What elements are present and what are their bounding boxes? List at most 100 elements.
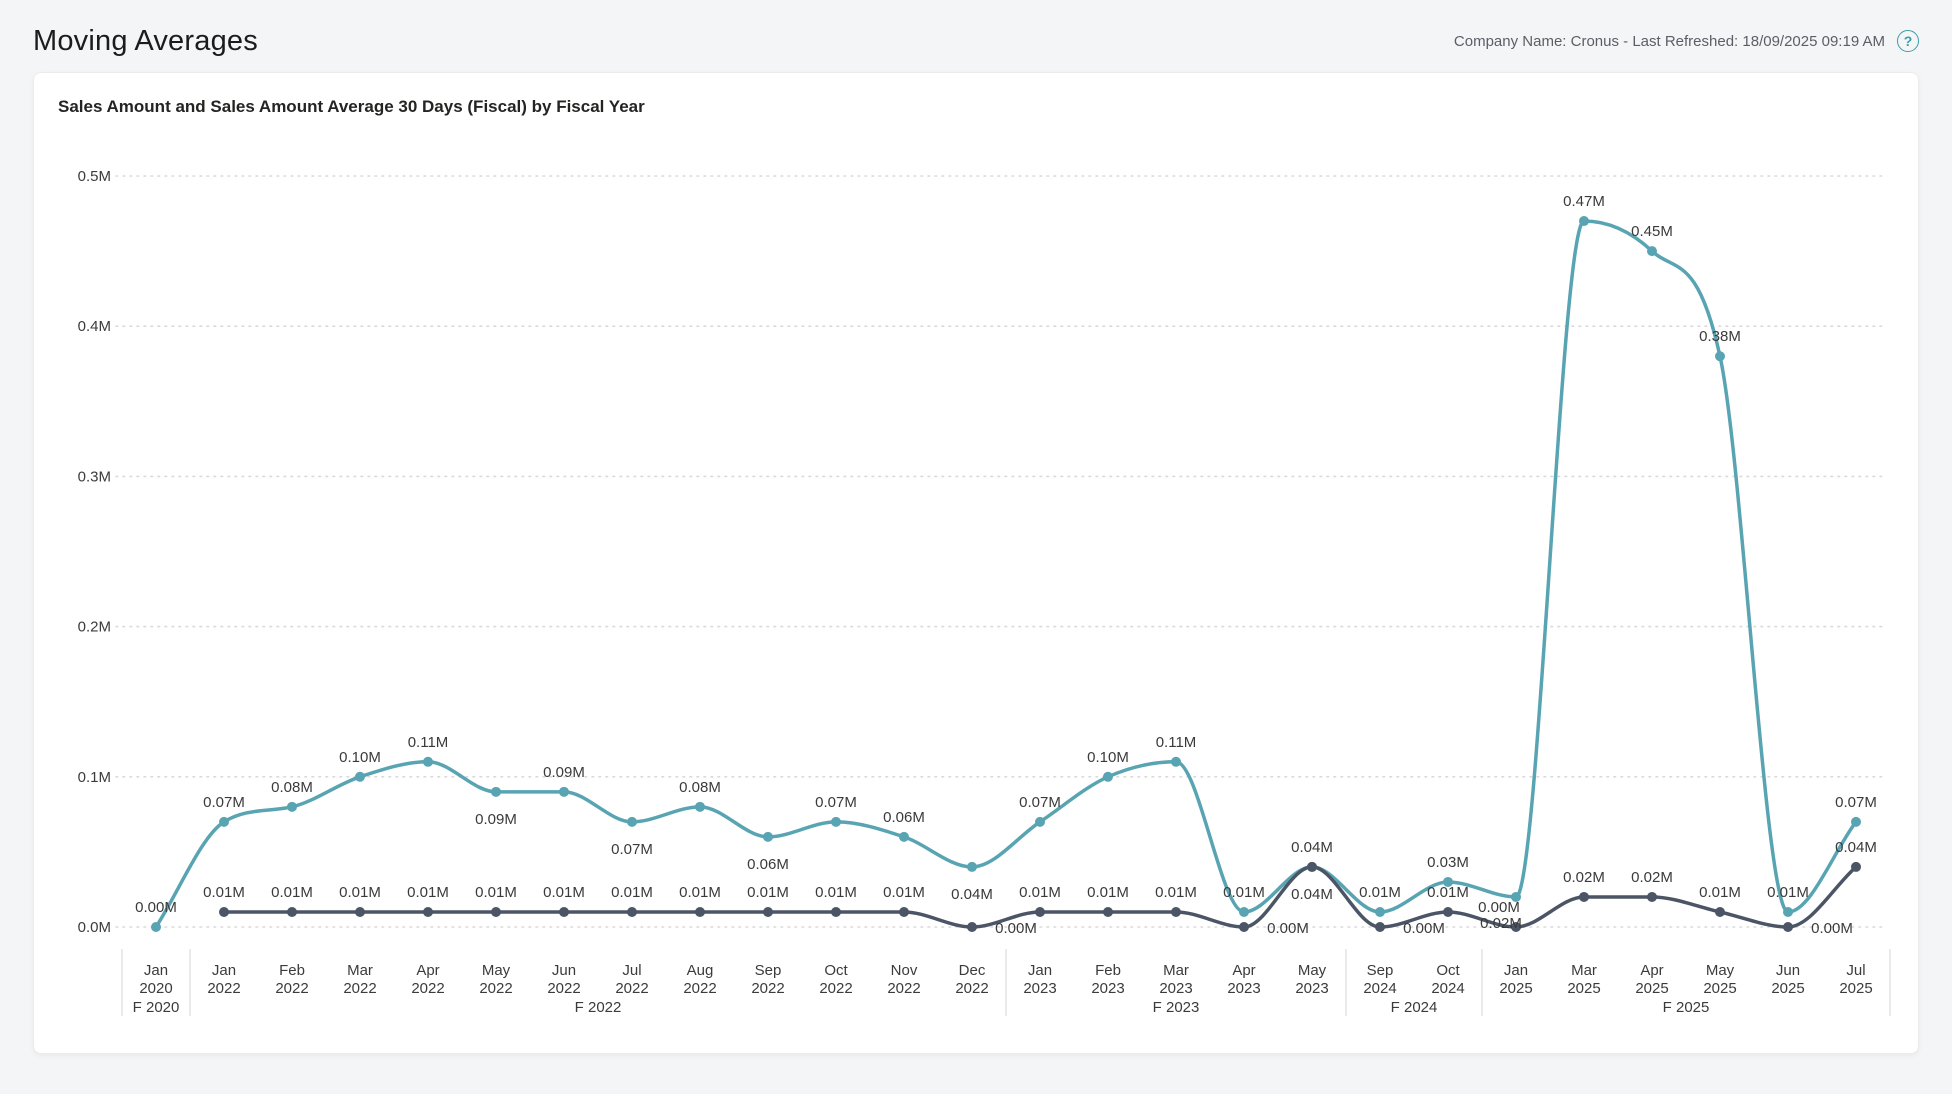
x-axis-year-label: 2022 <box>547 980 580 997</box>
data-point[interactable] <box>1851 861 1861 872</box>
data-point[interactable] <box>1239 906 1249 917</box>
data-point[interactable] <box>1851 816 1861 827</box>
x-axis-month-label: Jan <box>144 962 168 979</box>
data-point[interactable] <box>695 801 705 812</box>
data-point[interactable] <box>1103 906 1113 917</box>
fiscal-year-label: F 2024 <box>1391 999 1438 1016</box>
help-icon[interactable]: ? <box>1897 30 1919 52</box>
x-axis-year-label: 2025 <box>1839 980 1872 997</box>
data-point[interactable] <box>695 906 705 917</box>
x-axis-year-label: 2022 <box>615 980 648 997</box>
data-point[interactable] <box>287 906 297 917</box>
data-point[interactable] <box>1647 246 1657 257</box>
data-point[interactable] <box>1579 216 1589 227</box>
data-point[interactable] <box>1239 922 1249 932</box>
x-axis-year-label: 2025 <box>1635 980 1668 997</box>
x-axis-year-label: 2024 <box>1431 980 1464 997</box>
data-point[interactable] <box>763 831 773 842</box>
data-label: 0.01M <box>543 884 585 901</box>
data-point[interactable] <box>423 906 433 917</box>
y-axis-label: 0.3M <box>78 468 111 485</box>
data-label: 0.07M <box>611 841 653 858</box>
data-label: 0.00M <box>1267 920 1309 937</box>
data-point[interactable] <box>491 906 501 917</box>
x-axis-month-label: Oct <box>1436 962 1460 979</box>
data-point[interactable] <box>1171 906 1181 917</box>
fiscal-year-label: F 2025 <box>1663 999 1710 1016</box>
data-label: 0.11M <box>408 734 449 751</box>
data-point[interactable] <box>287 801 297 812</box>
data-label: 0.08M <box>271 779 313 796</box>
x-axis-year-label: 2022 <box>751 980 784 997</box>
x-axis-month-label: Jun <box>1776 962 1800 979</box>
data-point[interactable] <box>1035 906 1045 917</box>
data-label: 0.06M <box>883 809 925 826</box>
x-axis-year-label: 2023 <box>1295 980 1328 997</box>
data-label: 0.07M <box>1835 794 1877 811</box>
data-point[interactable] <box>1647 891 1657 902</box>
data-point[interactable] <box>1511 922 1521 932</box>
data-point[interactable] <box>1375 906 1385 917</box>
x-axis-year-label: 2022 <box>275 980 308 997</box>
data-point[interactable] <box>355 906 365 917</box>
data-point[interactable] <box>1375 922 1385 932</box>
data-label: 0.10M <box>339 749 381 766</box>
data-point[interactable] <box>423 756 433 767</box>
data-point[interactable] <box>559 786 569 797</box>
x-axis-month-label: Dec <box>959 962 986 979</box>
data-label: 0.01M <box>1427 884 1469 901</box>
data-point[interactable] <box>1443 876 1453 887</box>
data-label: 0.01M <box>203 884 245 901</box>
data-point[interactable] <box>967 922 977 932</box>
x-axis-month-label: May <box>1298 962 1327 979</box>
data-point[interactable] <box>1103 771 1113 782</box>
data-point[interactable] <box>559 906 569 917</box>
x-axis-month-label: Mar <box>1571 962 1597 979</box>
data-point[interactable] <box>1307 861 1317 872</box>
data-point[interactable] <box>355 771 365 782</box>
data-point[interactable] <box>491 786 501 797</box>
data-point[interactable] <box>1171 756 1181 767</box>
x-axis-month-label: Jul <box>1846 962 1865 979</box>
data-point[interactable] <box>151 922 161 932</box>
x-axis-month-label: Apr <box>416 962 439 979</box>
data-label: 0.01M <box>1087 884 1129 901</box>
x-axis-year-label: 2024 <box>1363 980 1396 997</box>
data-label: 0.03M <box>1427 854 1469 871</box>
data-label: 0.01M <box>747 884 789 901</box>
x-axis-month-label: Mar <box>347 962 373 979</box>
data-point[interactable] <box>219 816 229 827</box>
data-label: 0.01M <box>475 884 517 901</box>
data-point[interactable] <box>1579 891 1589 902</box>
data-label: 0.00M <box>1478 899 1520 916</box>
data-point[interactable] <box>1511 891 1521 902</box>
data-label: 0.08M <box>679 779 721 796</box>
x-axis-year-label: 2022 <box>343 980 376 997</box>
data-point[interactable] <box>1715 351 1725 362</box>
data-point[interactable] <box>1715 906 1725 917</box>
x-axis-year-label: 2022 <box>683 980 716 997</box>
x-axis-year-label: 2022 <box>207 980 240 997</box>
x-axis-month-label: Aug <box>687 962 714 979</box>
data-point[interactable] <box>763 906 773 917</box>
data-point[interactable] <box>899 831 909 842</box>
x-axis-month-label: Apr <box>1640 962 1663 979</box>
data-point[interactable] <box>1035 816 1045 827</box>
x-axis-year-label: 2023 <box>1023 980 1056 997</box>
data-point[interactable] <box>1783 922 1793 932</box>
x-axis-year-label: 2020 <box>139 980 172 997</box>
data-point[interactable] <box>831 906 841 917</box>
data-point[interactable] <box>1783 906 1793 917</box>
data-point[interactable] <box>627 816 637 827</box>
data-point[interactable] <box>219 906 229 917</box>
x-axis-year-label: 2023 <box>1159 980 1192 997</box>
fiscal-year-label: F 2020 <box>133 999 180 1016</box>
data-label: 0.01M <box>271 884 313 901</box>
data-point[interactable] <box>1443 906 1453 917</box>
data-point[interactable] <box>899 906 909 917</box>
fiscal-year-label: F 2022 <box>575 999 622 1016</box>
data-point[interactable] <box>627 906 637 917</box>
data-point[interactable] <box>967 861 977 872</box>
data-point[interactable] <box>831 816 841 827</box>
